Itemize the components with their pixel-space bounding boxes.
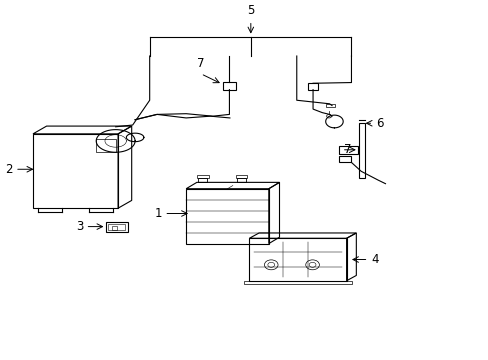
Bar [112, 225, 116, 230]
Text: 7: 7 [344, 143, 351, 156]
Bar [198, 178, 206, 183]
Text: 7: 7 [197, 57, 204, 70]
Text: 1: 1 [154, 207, 162, 220]
Text: 2: 2 [5, 163, 13, 176]
Bar [222, 82, 236, 90]
Bar [307, 83, 318, 90]
Bar [108, 224, 125, 230]
Bar [197, 175, 208, 178]
Bar [237, 178, 245, 183]
Bar [243, 281, 352, 284]
Bar [339, 146, 357, 154]
Text: 3: 3 [76, 220, 83, 233]
Bar [106, 222, 127, 232]
Bar [235, 175, 247, 178]
Bar [358, 123, 364, 178]
Text: 5: 5 [246, 4, 254, 17]
Bar [339, 156, 351, 162]
Text: 6: 6 [375, 117, 383, 130]
Text: 4: 4 [370, 253, 378, 266]
Bar [325, 104, 334, 107]
Bar [96, 139, 116, 152]
